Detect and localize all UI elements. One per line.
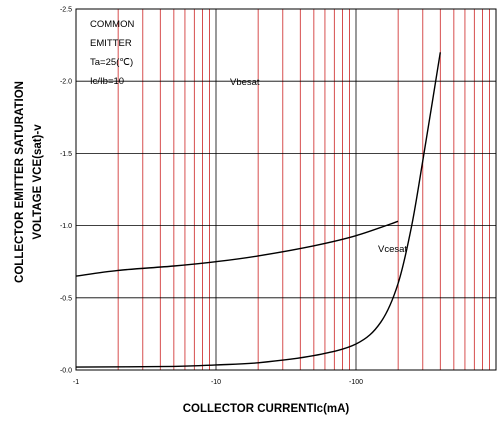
- plot-frame: [75, 8, 497, 371]
- x-axis-title: COLLECTOR CURRENTIc(mA): [183, 403, 350, 415]
- y-tick-labels: -0.0 -0.5 -1.0 -1.5 -2.0 -2.5: [60, 7, 72, 375]
- series-label-vcesat: Vcesat: [378, 244, 407, 255]
- series-line-vbesat: [75, 220, 399, 277]
- x-tick-label: -10: [211, 379, 221, 386]
- y-tick-label: -0.5: [60, 295, 72, 302]
- annotation-line-4: Ic/Ib=10: [90, 76, 124, 87]
- y-axis-title-line-1: COLLECTOR EMITTER SATURATION: [14, 81, 26, 283]
- x-tick-label: -100: [349, 379, 363, 386]
- annotation-line-3: Ta=25(℃): [90, 57, 133, 68]
- annotation-line-2: EMITTER: [90, 38, 132, 49]
- series-group: [75, 52, 441, 368]
- grid: [76, 9, 496, 370]
- x-tick-label: -1: [73, 379, 79, 386]
- series-line-vcesat: [75, 52, 441, 368]
- annotation-line-1: COMMON: [90, 19, 134, 30]
- y-tick-label: -0.0: [60, 368, 72, 375]
- y-tick-label: -2.5: [60, 7, 72, 14]
- y-tick-label: -1.0: [60, 223, 72, 230]
- y-tick-label: -1.5: [60, 151, 72, 158]
- y-axis-title-line-2: VOLTAGE VCE(sat)-v: [32, 124, 44, 240]
- y-tick-label: -2.0: [60, 79, 72, 86]
- series-label-vbesat: Vbesat: [230, 77, 260, 88]
- x-tick-labels: -1 -10 -100: [73, 379, 363, 386]
